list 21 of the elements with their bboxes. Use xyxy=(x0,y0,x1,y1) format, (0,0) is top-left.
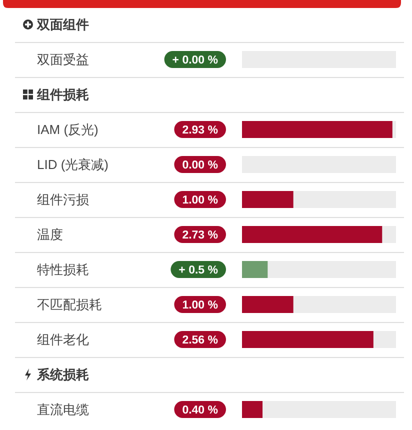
text: 系统损耗 xyxy=(36,367,89,382)
data-label: 1.00 % xyxy=(182,300,218,312)
data-label: + 0.00 % xyxy=(172,54,218,67)
y-tick-label: 组件污损 xyxy=(37,192,89,207)
y-tick-label: 特性损耗 xyxy=(37,262,89,277)
data-label: 2.56 % xyxy=(182,334,218,347)
data-label: 2.73 % xyxy=(182,230,218,242)
y-tick-label: IAM (反光) xyxy=(37,122,98,137)
y-tick-label: 双面受益 xyxy=(37,52,89,67)
data-label: 1.00 % xyxy=(182,194,218,207)
data-label: 0.40 % xyxy=(182,404,218,417)
y-tick-label: LID (光衰减) xyxy=(37,157,108,172)
data-label: 2.93 % xyxy=(182,124,218,137)
text: 组件损耗 xyxy=(36,87,89,102)
text: 双面组件 xyxy=(36,17,89,32)
data-label: 0.00 % xyxy=(182,160,218,172)
data-label: + 0.5 % xyxy=(178,264,218,277)
y-tick-label: 温度 xyxy=(37,227,63,242)
y-tick-label: 不匹配损耗 xyxy=(37,297,102,312)
y-tick-label: 组件老化 xyxy=(37,332,89,347)
y-tick-label: 直流电缆 xyxy=(37,402,89,417)
